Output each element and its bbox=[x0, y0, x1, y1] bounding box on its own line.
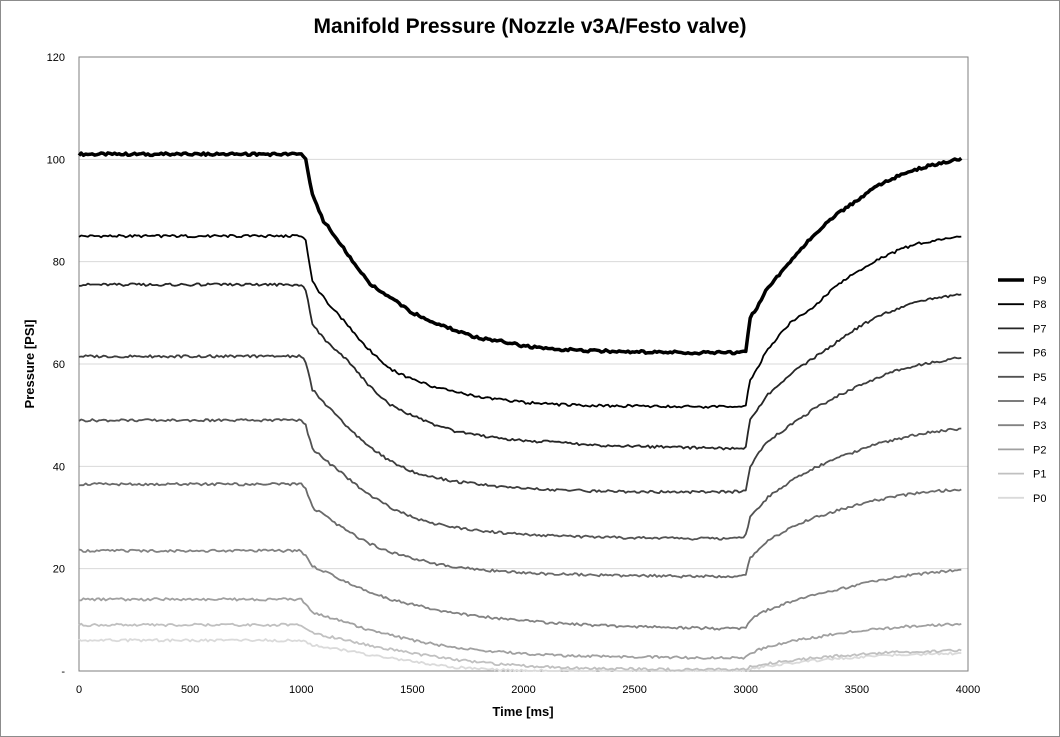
y-axis-label: Pressure [PSI] bbox=[22, 320, 37, 409]
series-line-p1 bbox=[78, 622, 962, 672]
x-tick-label: 4000 bbox=[956, 684, 980, 696]
legend-item-p8: P8 bbox=[998, 299, 1046, 311]
legend-item-p2: P2 bbox=[998, 444, 1046, 456]
series-line-p6 bbox=[78, 354, 962, 495]
gridlines bbox=[79, 158, 968, 570]
x-axis-label: Time [ms] bbox=[492, 704, 553, 719]
series-line-p4 bbox=[78, 482, 962, 579]
y-axis-ticks: - 20 40 60 80 100 120 bbox=[47, 52, 66, 678]
y-tick-label: 100 bbox=[47, 154, 65, 166]
legend-label: P3 bbox=[1033, 420, 1046, 432]
legend-label: P9 bbox=[1033, 275, 1046, 287]
x-tick-label: 0 bbox=[76, 684, 82, 696]
series-line-p9 bbox=[77, 151, 963, 356]
legend: P9 P8 P7 P6 P5 P4 P3 P2 P1 P0 bbox=[998, 275, 1046, 505]
chart-title: Manifold Pressure (Nozzle v3A/Festo valv… bbox=[314, 15, 747, 38]
series-line-p8 bbox=[78, 233, 962, 409]
legend-item-p5: P5 bbox=[998, 372, 1046, 384]
legend-label: P1 bbox=[1033, 469, 1046, 481]
legend-item-p1: P1 bbox=[998, 469, 1046, 481]
y-tick-label: 20 bbox=[53, 564, 65, 576]
legend-label: P8 bbox=[1033, 299, 1046, 311]
legend-item-p6: P6 bbox=[998, 348, 1046, 360]
legend-label: P4 bbox=[1033, 396, 1046, 408]
series-line-p2 bbox=[78, 597, 962, 660]
x-tick-label: 3000 bbox=[734, 684, 758, 696]
legend-label: P6 bbox=[1033, 348, 1046, 360]
y-tick-label: 80 bbox=[53, 257, 65, 269]
series-line-p7 bbox=[78, 282, 962, 451]
legend-label: P0 bbox=[1033, 493, 1046, 505]
x-tick-label: 2500 bbox=[622, 684, 646, 696]
y-tick-label: 40 bbox=[53, 461, 65, 473]
x-axis-ticks: 0 500 1000 1500 2000 2500 3000 3500 4000 bbox=[76, 684, 980, 696]
x-tick-label: 1000 bbox=[289, 684, 313, 696]
y-tick-label: 120 bbox=[47, 52, 65, 64]
series-line-p3 bbox=[78, 548, 962, 631]
legend-item-p4: P4 bbox=[998, 396, 1046, 408]
legend-label: P2 bbox=[1033, 444, 1046, 456]
y-tick-label: - bbox=[61, 666, 65, 678]
legend-item-p9: P9 bbox=[998, 275, 1046, 287]
x-tick-label: 2000 bbox=[511, 684, 535, 696]
series-line-p5 bbox=[78, 418, 962, 541]
legend-item-p0: P0 bbox=[998, 493, 1046, 505]
legend-label: P5 bbox=[1033, 372, 1046, 384]
x-tick-label: 3500 bbox=[845, 684, 869, 696]
x-tick-label: 1500 bbox=[400, 684, 424, 696]
legend-item-p7: P7 bbox=[998, 323, 1046, 335]
x-tick-label: 500 bbox=[181, 684, 199, 696]
series-line-p0 bbox=[78, 638, 962, 672]
series-layer bbox=[77, 151, 963, 672]
y-tick-label: 60 bbox=[53, 359, 65, 371]
legend-label: P7 bbox=[1033, 323, 1046, 335]
legend-item-p3: P3 bbox=[998, 420, 1046, 432]
